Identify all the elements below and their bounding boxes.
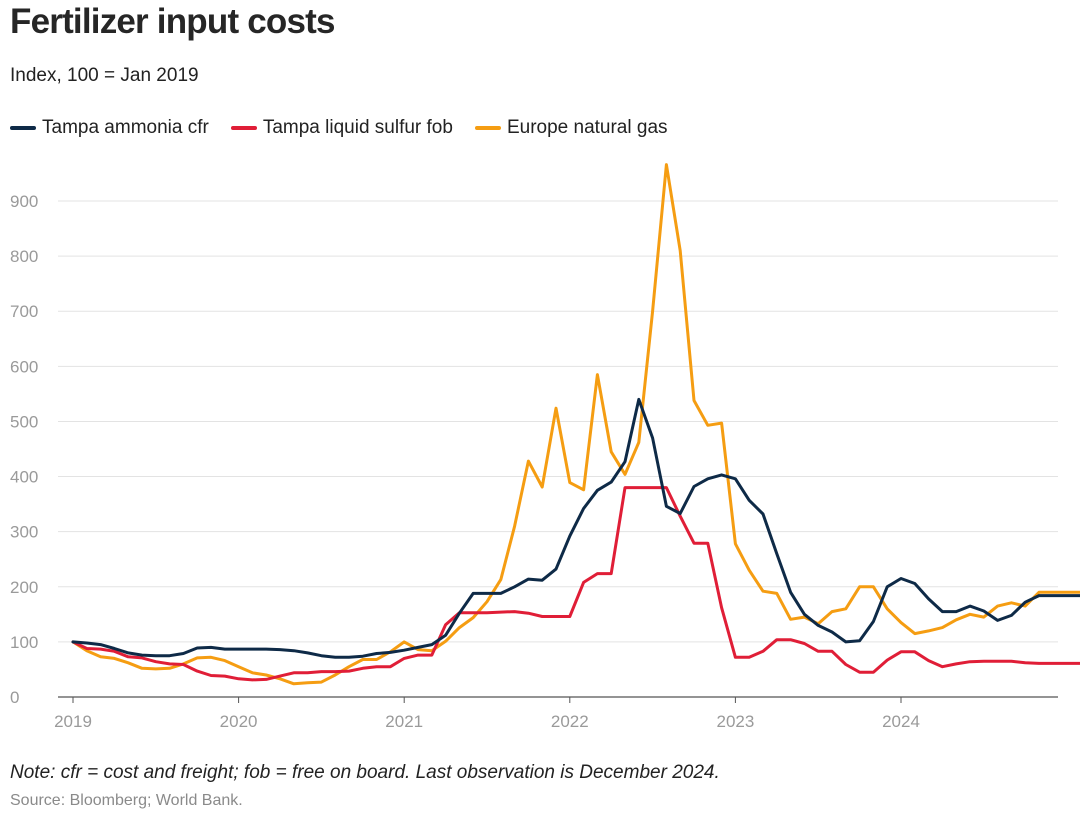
y-tick-label: 100 (10, 633, 38, 652)
chart-title: Fertilizer input costs (10, 2, 335, 41)
legend-label-ammonia: Tampa ammonia cfr (42, 117, 209, 138)
series-line-tampa-liquid-sulfur-fob (71, 486, 1080, 682)
source-line: Source: Bloomberg; World Bank. (10, 792, 243, 809)
y-tick-label: 0 (10, 688, 19, 707)
legend-item-gas: Europe natural gas (474, 117, 668, 139)
legend-label-sulfur: Tampa liquid sulfur fob (262, 117, 453, 138)
legend-label-gas: Europe natural gas (506, 117, 668, 138)
chart-subtitle: Index, 100 = Jan 2019 (10, 65, 199, 86)
legend-item-sulfur: Tampa liquid sulfur fob (230, 117, 453, 139)
x-tick-label: 2022 (551, 712, 589, 731)
x-tick-label: 2023 (716, 712, 754, 731)
y-tick-label: 300 (10, 523, 38, 542)
legend-swatch-ammonia (10, 126, 36, 130)
series-line-europe-natural-gas (71, 163, 1080, 686)
legend-swatch-sulfur (230, 126, 257, 130)
legend-swatch-gas (474, 126, 501, 130)
legend-item-ammonia: Tampa ammonia cfr (10, 117, 209, 139)
x-tick-label: 2021 (385, 712, 423, 731)
y-tick-label: 900 (10, 192, 38, 211)
legend: Tampa ammonia cfr Tampa liquid sulfur fo… (10, 117, 668, 139)
y-tick-label: 800 (10, 247, 38, 266)
line-chart: 0 100 200 300 400 500 600 700 800 900 2019 2020 202… (10, 163, 1080, 731)
series-line-tampa-ammonia-cfr (71, 397, 1080, 659)
y-tick-label: 600 (10, 357, 38, 376)
y-tick-label: 500 (10, 412, 38, 431)
x-tick-label: 2019 (54, 712, 92, 731)
x-tick-label: 2024 (882, 712, 920, 731)
y-tick-label: 400 (10, 468, 38, 487)
series-lines (71, 163, 1080, 686)
y-tick-label: 200 (10, 578, 38, 597)
x-tick-label: 2020 (220, 712, 258, 731)
footnote: Note: cfr = cost and freight; fob = free… (10, 762, 720, 783)
y-axis-ticks: 0 100 200 300 400 500 600 700 800 900 (10, 192, 38, 707)
y-tick-label: 700 (10, 302, 38, 321)
x-axis: 2019 2020 2021 2022 2023 2024 (54, 696, 1058, 731)
